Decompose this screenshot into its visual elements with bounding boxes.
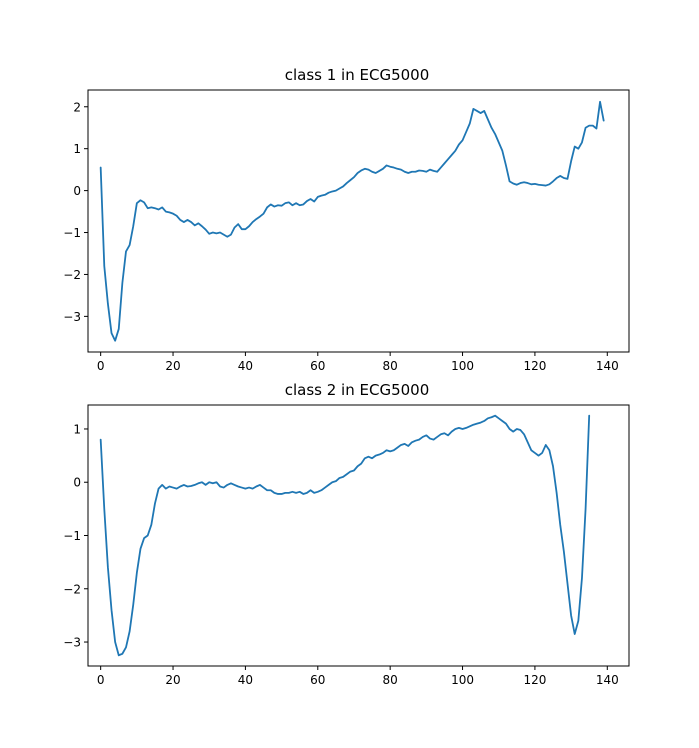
y-tick-label: 0 (73, 184, 81, 198)
y-axis: −3 −2 −1 0 1 (63, 422, 88, 650)
y-tick-label: −2 (63, 582, 81, 596)
x-tick-label: 60 (310, 673, 325, 687)
y-tick-label: −2 (63, 268, 81, 282)
x-axis: 0 20 40 60 80 100 120 140 (97, 666, 619, 687)
x-tick-label: 120 (523, 359, 546, 373)
x-tick-label: 140 (596, 673, 619, 687)
y-tick-label: 0 (73, 476, 81, 490)
x-tick-label: 120 (523, 673, 546, 687)
y-tick-label: 1 (73, 142, 81, 156)
y-tick-label: 1 (73, 422, 81, 436)
series-line (99, 414, 591, 657)
y-axis: −3 −2 −1 0 1 2 (63, 100, 88, 324)
y-tick-label: −3 (63, 636, 81, 650)
y-tick-label: −3 (63, 310, 81, 324)
chart-title: class 1 in ECG5000 (285, 66, 430, 84)
y-tick-label: −1 (63, 226, 81, 240)
chart-class-2: class 2 in ECG5000 0 20 40 60 80 100 120 140 −3… (63, 381, 630, 687)
x-tick-label: 20 (165, 359, 180, 373)
x-tick-label: 140 (596, 359, 619, 373)
y-tick-label: −1 (63, 529, 81, 543)
chart-title: class 2 in ECG5000 (285, 381, 430, 399)
chart-class-1: class 1 in ECG5000 0 20 40 60 80 100 120 140 −3… (63, 66, 630, 373)
series-line (99, 100, 605, 342)
axes-frame (87, 89, 630, 353)
x-tick-label: 0 (97, 359, 105, 373)
x-tick-label: 60 (310, 359, 325, 373)
x-tick-label: 80 (383, 673, 398, 687)
y-tick-label: 2 (73, 100, 81, 114)
x-tick-label: 100 (451, 359, 474, 373)
x-tick-label: 100 (451, 673, 474, 687)
x-axis: 0 20 40 60 80 100 120 140 (97, 352, 619, 373)
x-tick-label: 80 (383, 359, 398, 373)
x-tick-label: 0 (97, 673, 105, 687)
x-tick-label: 40 (238, 673, 253, 687)
x-tick-label: 20 (165, 673, 180, 687)
x-tick-label: 40 (238, 359, 253, 373)
